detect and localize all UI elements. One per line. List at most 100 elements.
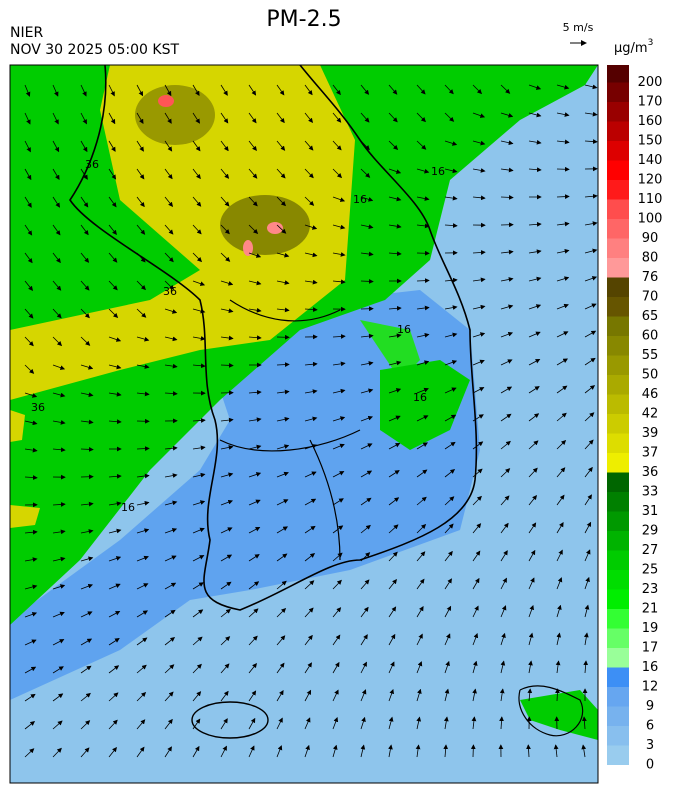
wind-arrow <box>472 84 483 95</box>
wind-arrow <box>220 168 230 179</box>
wind-arrow <box>360 579 370 590</box>
wind-arrow <box>80 638 93 646</box>
wind-arrow <box>24 280 34 291</box>
wind-arrow <box>472 168 486 173</box>
wind-arrow <box>388 661 395 674</box>
wind-arrow <box>80 529 94 534</box>
wind-arrow <box>304 252 318 258</box>
olive-area <box>220 195 310 255</box>
olive-area <box>135 85 215 145</box>
colorbar-label: 65 <box>642 309 659 324</box>
colorbar-label: 80 <box>642 251 659 266</box>
wind-arrow <box>192 691 202 702</box>
wind-arrow <box>192 582 204 590</box>
wind-arrow <box>583 632 589 646</box>
wind-arrow <box>24 529 38 535</box>
wind-arrow <box>24 84 31 97</box>
unit-exp: 3 <box>648 38 654 48</box>
wind-arrow <box>584 494 592 506</box>
wind-arrow <box>332 388 346 394</box>
wind-arrow <box>304 553 316 562</box>
wind-arrow <box>136 691 147 702</box>
wind-arrow <box>360 744 366 758</box>
color-band <box>607 687 629 707</box>
color-band <box>607 355 629 375</box>
wind-arrow <box>276 635 286 646</box>
color-band <box>607 199 629 219</box>
wind-arrow <box>164 718 173 730</box>
wind-arrow <box>556 276 570 282</box>
wind-arrow <box>304 744 310 758</box>
boundary <box>219 299 361 561</box>
wind-arrow <box>472 605 479 618</box>
wind-arrow <box>220 472 234 478</box>
wind-arrow <box>192 663 202 674</box>
wind-arrow <box>556 84 570 90</box>
wind-arrow <box>472 304 486 310</box>
contour-labels: 36 36 36 16 16 16 16 16 <box>31 158 445 514</box>
wind-arrow <box>360 634 368 646</box>
wind-arrow <box>584 439 594 450</box>
wind-arrow <box>332 607 342 618</box>
coastline-east <box>518 685 584 737</box>
wind-arrow <box>556 139 570 145</box>
colorbar-label: 120 <box>638 173 663 188</box>
wind-arrow <box>164 473 178 478</box>
wind-arrow <box>108 252 118 263</box>
wind-arrow <box>192 555 205 562</box>
wind-arrow <box>248 526 261 534</box>
wind-arrow <box>80 252 90 263</box>
wind-arrow <box>556 221 570 227</box>
wind-arrow <box>304 607 314 618</box>
wind-arrow <box>444 605 452 618</box>
contour-label: 16 <box>413 391 427 404</box>
wind-arrow <box>220 663 230 674</box>
wind-arrow <box>500 413 512 422</box>
wind-arrow <box>80 747 90 758</box>
wind-arrow <box>444 277 458 283</box>
wind-arrow <box>472 550 481 562</box>
wind-arrow <box>136 637 148 646</box>
unit: μg/m3 <box>614 38 653 56</box>
wind-arrow <box>416 551 426 562</box>
wind-arrow <box>136 140 144 152</box>
wind-arrow <box>136 500 150 506</box>
wind-arrow <box>444 84 454 95</box>
wind-arrow <box>248 717 256 730</box>
wind-arrow <box>276 196 286 207</box>
wind-arrow <box>583 660 589 674</box>
wind-arrow <box>388 578 397 590</box>
colorbar-label: 140 <box>638 153 663 168</box>
wind-arrow <box>220 308 234 314</box>
wind-arrow <box>136 196 145 208</box>
wind-arrow <box>248 581 260 590</box>
wind-arrow <box>52 556 66 562</box>
wind-arrow <box>52 224 61 236</box>
wind-arrow <box>248 112 257 124</box>
wind-arrow <box>164 168 173 180</box>
wind-arrow <box>360 361 374 366</box>
wind-arrow <box>500 577 507 590</box>
wind-arrow <box>472 277 486 283</box>
wind-arrow <box>136 473 150 479</box>
wind-arrow <box>248 280 262 286</box>
contour-label: 16 <box>397 323 411 336</box>
wind-arrow <box>24 168 32 181</box>
unit-base: μg/m <box>614 41 648 56</box>
wind-arrow <box>584 84 598 90</box>
wind-arrow <box>248 335 262 341</box>
wind-arrow <box>584 221 598 226</box>
wind-arrow <box>499 688 505 702</box>
wind-arrow <box>499 716 504 730</box>
colorbar-label: 23 <box>642 582 659 597</box>
wind-arrow <box>192 500 206 506</box>
wind-arrow <box>528 276 542 282</box>
wind-arrow <box>80 720 91 730</box>
wind-arrow <box>528 549 536 562</box>
color-band <box>607 141 629 161</box>
wind-arrow <box>248 252 262 258</box>
wind-arrow <box>136 336 150 342</box>
wind-arrow <box>584 193 598 199</box>
wind-arrow <box>164 280 175 290</box>
wind-arrow <box>164 84 172 97</box>
